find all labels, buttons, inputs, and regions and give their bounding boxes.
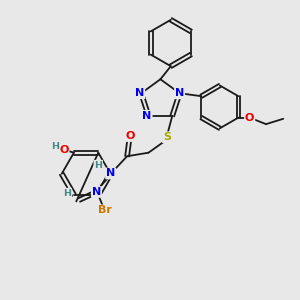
Text: O: O	[59, 145, 68, 155]
Text: S: S	[163, 132, 171, 142]
Text: Br: Br	[98, 205, 112, 215]
Text: N: N	[135, 88, 144, 98]
Text: N: N	[142, 111, 152, 121]
Text: O: O	[245, 112, 254, 123]
Text: N: N	[175, 88, 184, 98]
Text: H: H	[63, 189, 71, 198]
Text: N: N	[106, 169, 116, 178]
Text: H: H	[51, 142, 59, 151]
Text: O: O	[125, 131, 135, 141]
Text: H: H	[94, 161, 102, 170]
Text: N: N	[92, 187, 101, 197]
